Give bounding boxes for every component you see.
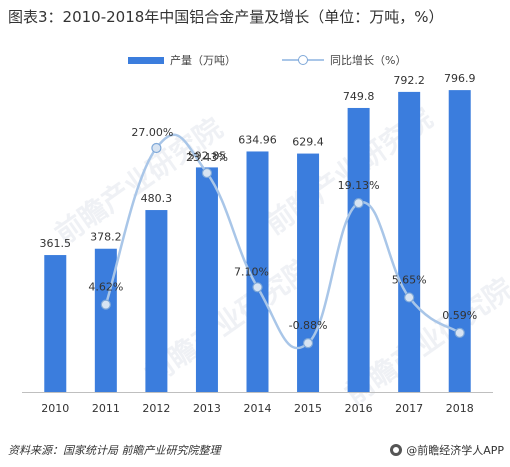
bar-2010 bbox=[44, 255, 67, 392]
legend-bar-swatch bbox=[128, 56, 164, 64]
legend-item-line: 同比增长（%） bbox=[282, 52, 406, 68]
legend-line-swatch bbox=[282, 54, 324, 66]
growth-marker-2013 bbox=[201, 167, 213, 179]
brand-credit: @前瞻经济学人APP bbox=[390, 442, 504, 458]
bar-2015 bbox=[297, 153, 320, 392]
growth-value-label-2014: 7.10% bbox=[234, 265, 269, 278]
x-tick-label-2011: 2011 bbox=[92, 402, 120, 415]
bar-2012 bbox=[145, 210, 168, 392]
x-tick-label-2015: 2015 bbox=[294, 402, 322, 415]
growth-value-label-2017: 5.65% bbox=[392, 273, 427, 286]
growth-marker-2011 bbox=[100, 299, 111, 310]
x-tick-label-2010: 2010 bbox=[41, 402, 69, 415]
bar-value-label-2012: 480.3 bbox=[141, 192, 173, 205]
x-tick-label-2016: 2016 bbox=[345, 402, 373, 415]
growth-value-label-2013: 23.43% bbox=[186, 151, 228, 164]
growth-value-label-2012: 27.00% bbox=[131, 126, 173, 139]
bar-value-label-2010: 361.5 bbox=[40, 237, 72, 250]
x-tick-label-2018: 2018 bbox=[446, 402, 474, 415]
growth-value-label-2011: 4.62% bbox=[88, 281, 123, 294]
chart-title: 图表3：2010-2018年中国铝合金产量及增长（单位：万吨，%） bbox=[8, 8, 444, 26]
bar-value-label-2018: 796.9 bbox=[444, 72, 476, 85]
source-note: 资料来源：国家统计局 前瞻产业研究院整理 bbox=[8, 444, 221, 457]
bar-value-label-2014: 634.96 bbox=[238, 133, 277, 146]
brand-label: @前瞻经济学人APP bbox=[406, 444, 504, 457]
growth-marker-2017 bbox=[404, 292, 415, 303]
bar-2017 bbox=[398, 91, 421, 392]
growth-marker-2016 bbox=[353, 197, 364, 209]
bar-value-label-2017: 792.2 bbox=[393, 74, 425, 87]
legend-line-label: 同比增长（%） bbox=[330, 54, 407, 67]
chart-legend: 产量（万吨） 同比增长（%） bbox=[0, 52, 510, 72]
x-tick-label-2013: 2013 bbox=[193, 402, 221, 415]
bar-value-label-2016: 749.8 bbox=[343, 90, 375, 103]
bar-2011 bbox=[94, 248, 117, 392]
x-tick-label-2017: 2017 bbox=[395, 402, 423, 415]
bar-2014 bbox=[246, 151, 269, 392]
legend-bar-label: 产量（万吨） bbox=[170, 54, 236, 67]
growth-marker-2012 bbox=[151, 142, 162, 154]
growth-marker-2018 bbox=[454, 327, 465, 338]
bar-2013 bbox=[195, 167, 218, 392]
brand-logo-icon bbox=[390, 444, 403, 456]
bar-value-label-2011: 378.2 bbox=[90, 231, 122, 244]
bar-2016 bbox=[347, 107, 370, 392]
growth-marker-2015 bbox=[302, 338, 314, 349]
bar-value-label-2015: 629.4 bbox=[292, 136, 324, 149]
bar-2018 bbox=[448, 90, 471, 392]
x-tick-label-2014: 2014 bbox=[244, 402, 272, 415]
growth-marker-2014 bbox=[252, 282, 263, 293]
growth-value-label-2016: 19.13% bbox=[338, 179, 380, 192]
x-tick-label-2012: 2012 bbox=[142, 402, 170, 415]
growth-value-label-2018: 0.59% bbox=[442, 309, 477, 322]
legend-item-bar: 产量（万吨） bbox=[128, 52, 236, 68]
growth-value-label-2015: -0.88% bbox=[289, 319, 328, 332]
